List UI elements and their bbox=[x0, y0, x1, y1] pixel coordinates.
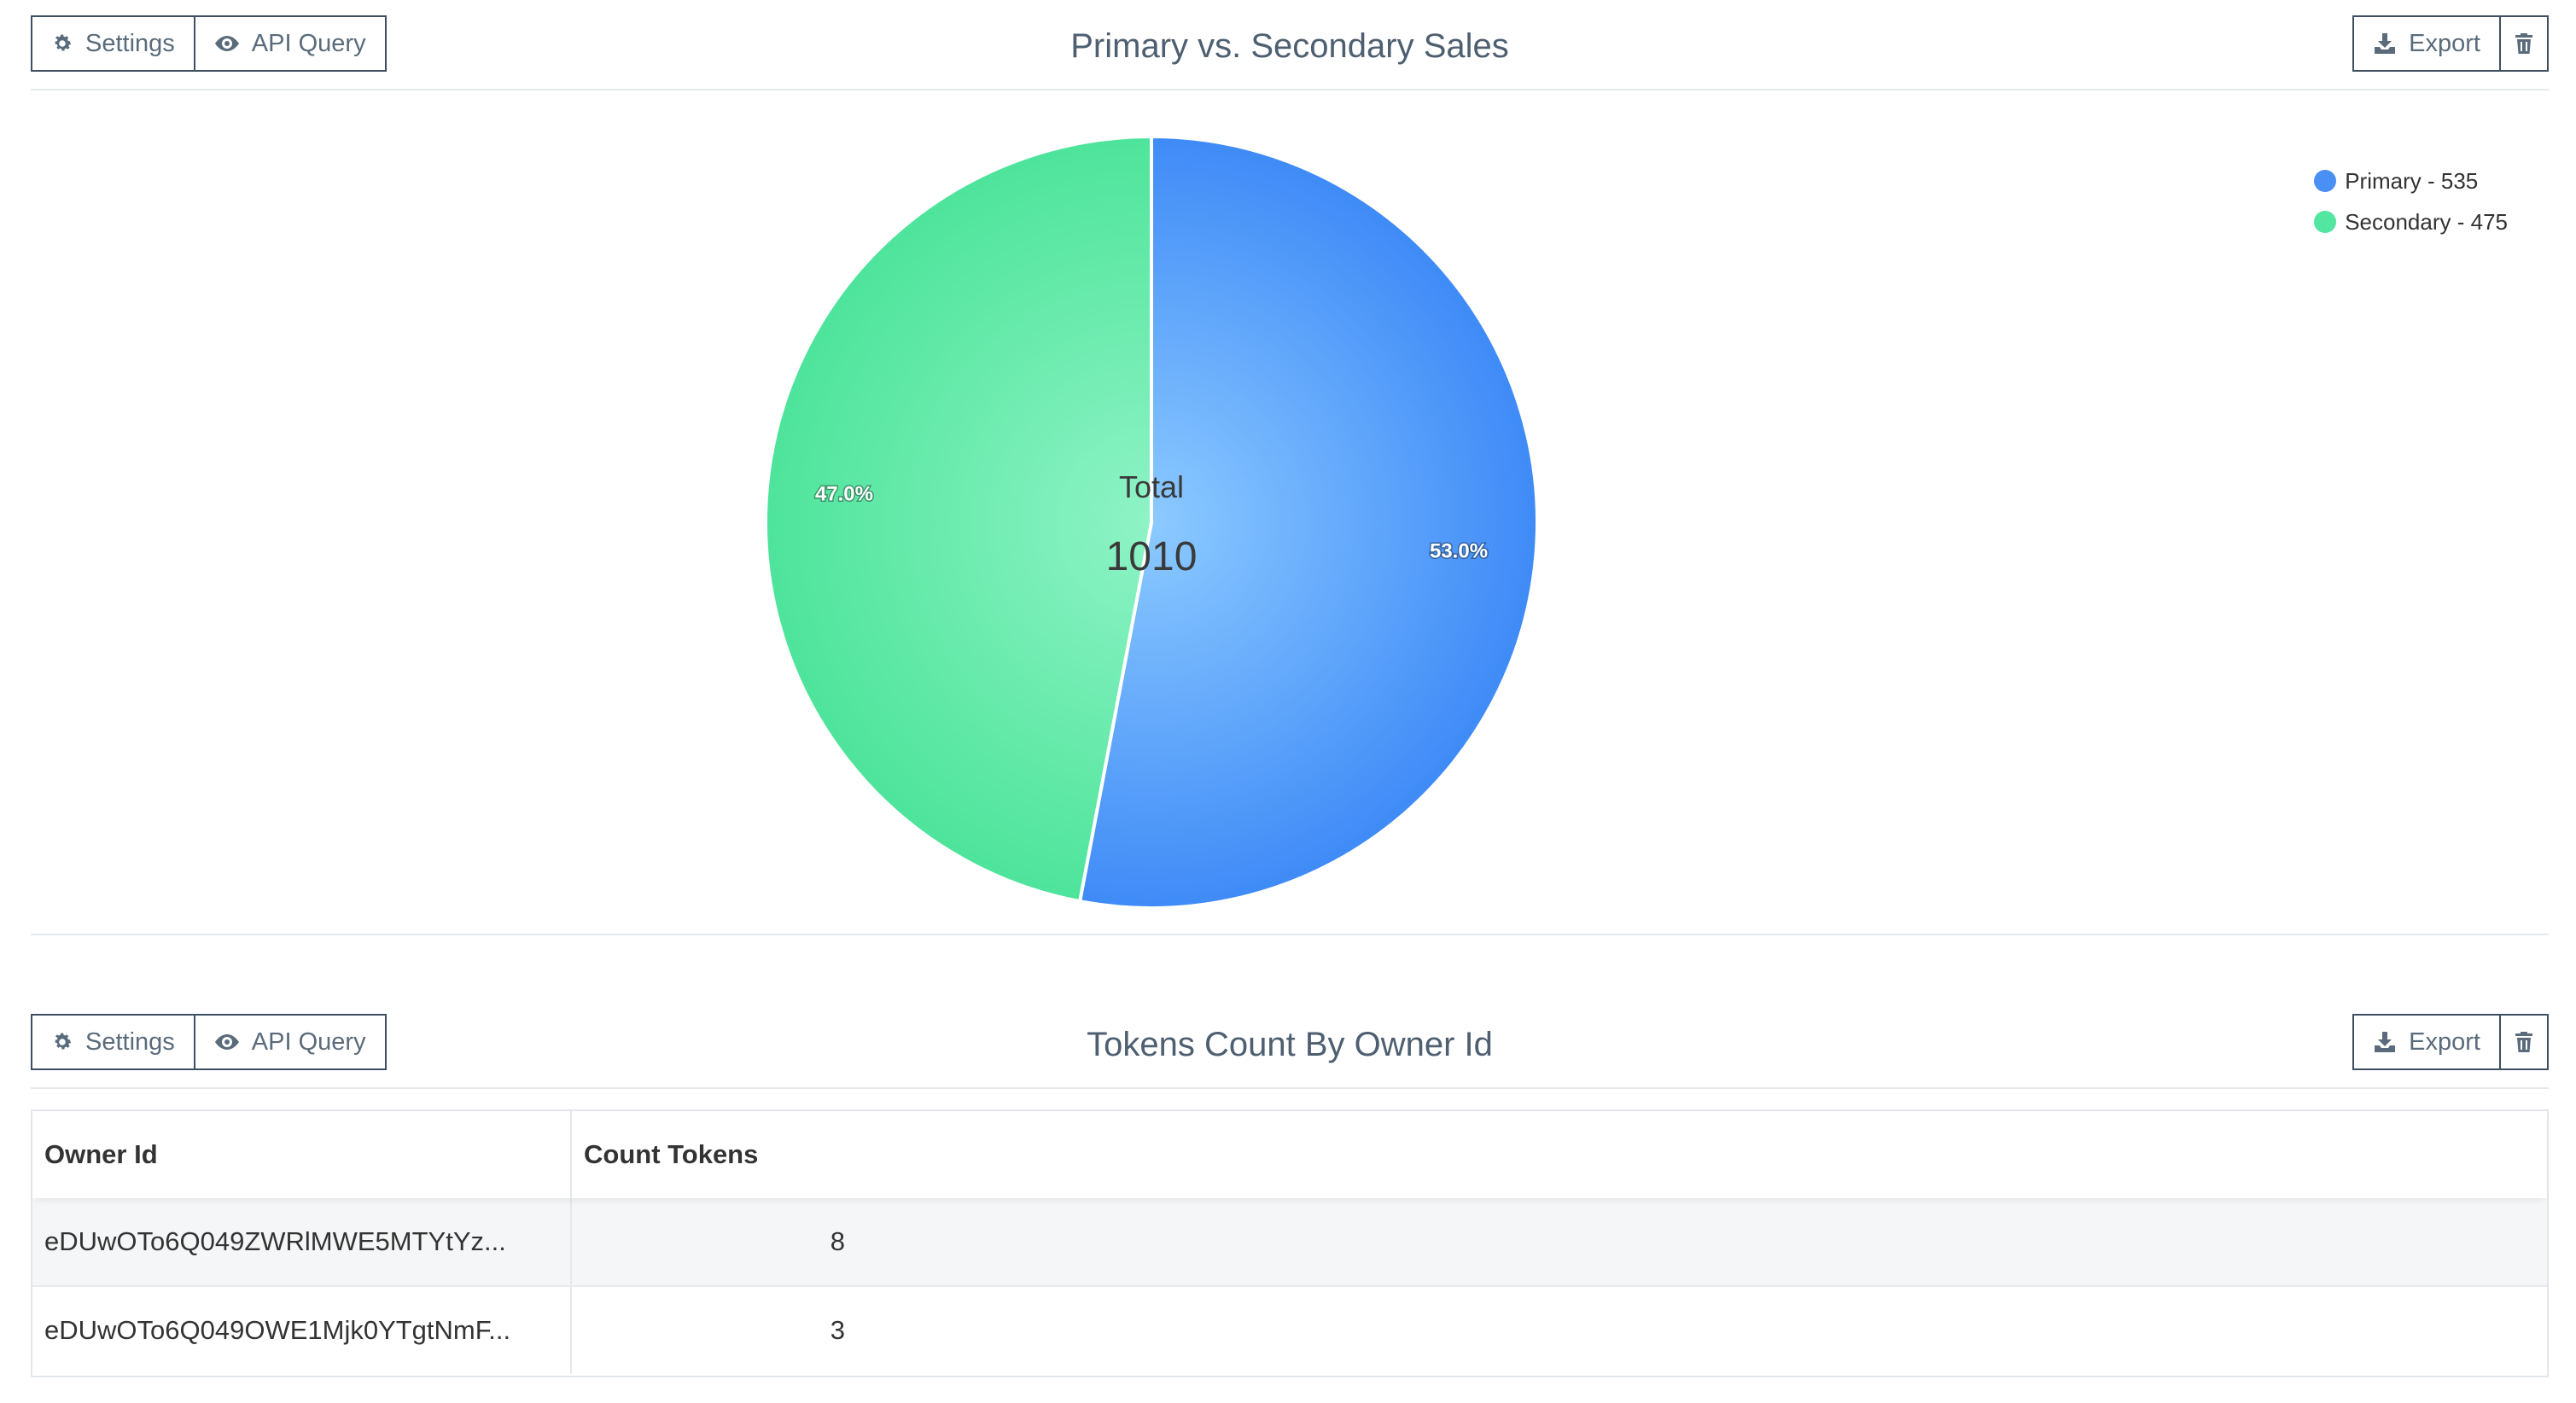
export-button[interactable]: Export bbox=[2352, 15, 2501, 72]
eye-icon bbox=[214, 34, 240, 53]
column-header-owner-id[interactable]: Owner Id bbox=[32, 1111, 572, 1198]
pie-panel-title: Primary vs. Secondary Sales bbox=[1070, 27, 1509, 65]
pie-slices bbox=[764, 134, 1539, 910]
pie-header-divider bbox=[31, 89, 2549, 90]
download-icon bbox=[2373, 32, 2397, 55]
legend-item-secondary[interactable]: Secondary - 475 bbox=[2314, 201, 2508, 242]
pie-footer-divider bbox=[31, 934, 2549, 935]
gear-icon bbox=[51, 32, 73, 55]
settings-label: Settings bbox=[85, 29, 175, 57]
delete-button[interactable] bbox=[2499, 15, 2549, 72]
settings-button[interactable]: Settings bbox=[31, 15, 195, 72]
export-button[interactable]: Export bbox=[2352, 1014, 2501, 1070]
pie-slice-labels: 53.0% 47.0% bbox=[813, 481, 1489, 564]
table-row[interactable]: eDUwOTo6Q049OWE1Mjk0YTgtNmF... 3 bbox=[32, 1285, 2547, 1374]
pie-chart: 53.0% 47.0% Total 1010 bbox=[764, 134, 1539, 910]
api-query-button[interactable]: API Query bbox=[193, 1014, 387, 1070]
pie-slice-primary[interactable] bbox=[1077, 134, 1539, 910]
delete-button[interactable] bbox=[2499, 1014, 2549, 1070]
export-label: Export bbox=[2409, 29, 2480, 57]
legend-dot-secondary bbox=[2314, 211, 2337, 233]
pie-slice-label-secondary: 47.0% bbox=[815, 482, 873, 505]
tokens-table: Owner Id Count Tokens eDUwOTo6Q049ZWRlMW… bbox=[31, 1109, 2549, 1377]
column-header-owner-id-label: Owner Id bbox=[44, 1139, 158, 1169]
table-panel: Settings API Query Tokens Count By Owner… bbox=[31, 1014, 2549, 1381]
owner-id-cell: eDUwOTo6Q049ZWRlMWE5MTYtYz... bbox=[32, 1198, 572, 1285]
pie-chart-panel: Settings API Query Primary vs. Secondary… bbox=[31, 15, 2549, 937]
trash-icon bbox=[2515, 1031, 2533, 1053]
table-header-row: Owner Id Count Tokens bbox=[32, 1111, 2547, 1198]
pie-center-title: Total bbox=[1119, 469, 1184, 504]
pie-center-value: 1010 bbox=[1106, 534, 1198, 579]
pie-slice-label-primary: 53.0% bbox=[1430, 540, 1488, 563]
column-header-count-tokens[interactable]: Count Tokens bbox=[572, 1111, 2547, 1198]
gear-icon bbox=[51, 1031, 73, 1053]
legend-dot-primary bbox=[2314, 170, 2337, 192]
owner-id-cell: eDUwOTo6Q049OWE1Mjk0YTgtNmF... bbox=[32, 1287, 572, 1374]
trash-icon bbox=[2515, 32, 2533, 55]
download-icon bbox=[2373, 1031, 2397, 1053]
count-tokens-cell: 3 bbox=[572, 1287, 2547, 1374]
table-header-divider bbox=[31, 1087, 2549, 1089]
count-tokens-cell: 8 bbox=[572, 1198, 2547, 1285]
pie-legend: Primary - 535 Secondary - 475 bbox=[2314, 160, 2508, 242]
column-header-count-tokens-label: Count Tokens bbox=[584, 1139, 759, 1169]
table-toolbar-right: Export bbox=[2352, 1014, 2549, 1070]
api-query-button[interactable]: API Query bbox=[193, 15, 387, 72]
count-tokens-value: 3 bbox=[830, 1315, 845, 1345]
pie-slice-secondary[interactable] bbox=[764, 134, 1153, 904]
table-panel-title: Tokens Count By Owner Id bbox=[1087, 1026, 1493, 1063]
legend-label-secondary: Secondary - 475 bbox=[2345, 208, 2508, 235]
table-toolbar-left: Settings API Query bbox=[31, 1014, 387, 1070]
legend-label-primary: Primary - 535 bbox=[2345, 167, 2479, 194]
export-label: Export bbox=[2409, 1028, 2480, 1056]
api-query-label: API Query bbox=[251, 1028, 366, 1056]
settings-label: Settings bbox=[85, 1028, 175, 1056]
settings-button[interactable]: Settings bbox=[31, 1014, 195, 1070]
owner-id-value: eDUwOTo6Q049ZWRlMWE5MTYtYz... bbox=[44, 1226, 506, 1256]
legend-item-primary[interactable]: Primary - 535 bbox=[2314, 160, 2508, 201]
eye-icon bbox=[214, 1033, 240, 1051]
api-query-label: API Query bbox=[251, 29, 366, 57]
pie-toolbar-left: Settings API Query bbox=[31, 15, 387, 72]
count-tokens-value: 8 bbox=[830, 1226, 845, 1256]
owner-id-value: eDUwOTo6Q049OWE1Mjk0YTgtNmF... bbox=[44, 1315, 511, 1345]
table-row[interactable]: eDUwOTo6Q049ZWRlMWE5MTYtYz... 8 bbox=[32, 1198, 2547, 1285]
pie-toolbar-right: Export bbox=[2352, 15, 2549, 72]
